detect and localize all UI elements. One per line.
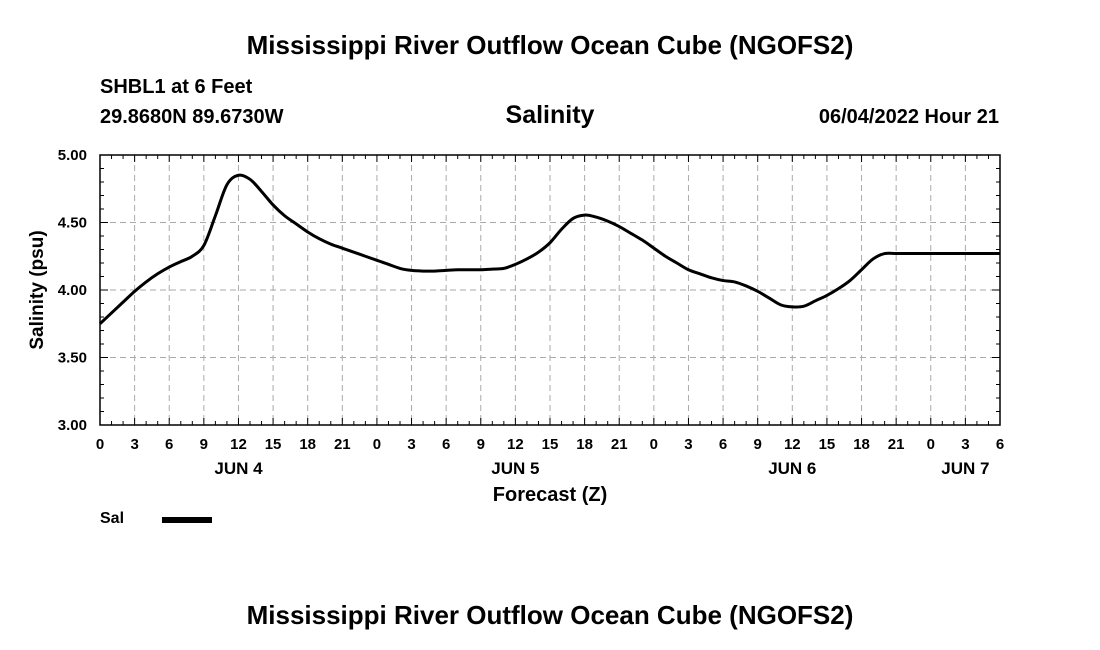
x-axis-title: Forecast (Z) [493, 484, 607, 506]
day-label: JUN 4 [214, 459, 263, 478]
x-tick-label: 21 [334, 436, 351, 453]
x-tick-label: 12 [784, 436, 801, 453]
y-axis-title: Salinity (psu) [27, 230, 48, 349]
y-tick-label: 5.00 [58, 147, 87, 164]
x-tick-label: 6 [996, 436, 1004, 453]
x-tick-label: 9 [754, 436, 762, 453]
y-tick-label: 3.50 [58, 350, 87, 367]
x-tick-label: 0 [927, 436, 935, 453]
y-tick-label: 4.00 [58, 282, 87, 299]
x-tick-label: 15 [265, 436, 282, 453]
y-tick-label: 3.00 [58, 417, 87, 434]
plot-title: Salinity [505, 101, 595, 129]
x-tick-label: 0 [373, 436, 381, 453]
legend-label: Sal [100, 510, 125, 527]
x-tick-label: 15 [542, 436, 559, 453]
x-tick-label: 12 [507, 436, 524, 453]
x-tick-label: 3 [407, 436, 415, 453]
x-tick-label: 18 [299, 436, 316, 453]
x-tick-label: 3 [961, 436, 969, 453]
x-tick-label: 3 [130, 436, 138, 453]
main-title: Mississippi River Outflow Ocean Cube (NG… [246, 30, 854, 60]
grid-lines [100, 155, 1000, 425]
salinity-series-line [98, 173, 1000, 325]
station-label: SHBL1 at 6 Feet [100, 76, 253, 98]
x-tick-label: 6 [165, 436, 173, 453]
day-label: JUN 7 [941, 459, 989, 478]
x-tick-label: 15 [819, 436, 836, 453]
station-coordinates: 29.8680N 89.6730W [100, 106, 284, 128]
forecast-datetime: 06/04/2022 Hour 21 [818, 106, 999, 128]
x-tick-label: 6 [719, 436, 727, 453]
x-tick-label: 9 [477, 436, 485, 453]
x-tick-label: 0 [96, 436, 104, 453]
x-tick-label: 12 [230, 436, 247, 453]
y-tick-label: 4.50 [58, 215, 87, 232]
x-tick-label: 21 [888, 436, 905, 453]
day-label: JUN 6 [768, 459, 816, 478]
axis-labels: 0 3 6 9 12 15 18 21 0 3 6 9 12 15 18 21 0 3 6 9 12 15 18 21 0 3 6 3… [58, 147, 1004, 478]
legend-line-swatch [162, 517, 212, 523]
x-tick-label: 18 [853, 436, 870, 453]
x-tick-label: 18 [576, 436, 593, 453]
plot-frame [99, 154, 1001, 426]
x-tick-label: 9 [200, 436, 208, 453]
x-tick-label: 0 [650, 436, 658, 453]
x-tick-label: 3 [684, 436, 692, 453]
day-label: JUN 5 [491, 459, 539, 478]
x-tick-label: 6 [442, 436, 450, 453]
x-tick-label: 21 [611, 436, 628, 453]
bottom-title: Mississippi River Outflow Ocean Cube (NG… [246, 600, 854, 630]
